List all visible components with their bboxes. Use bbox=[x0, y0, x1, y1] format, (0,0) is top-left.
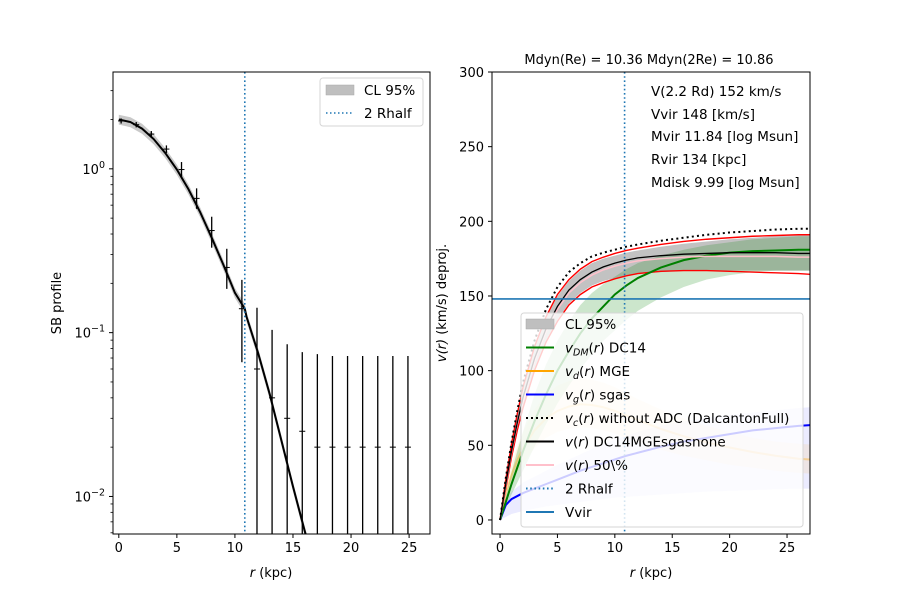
annotation-mdisk: Mdisk 9.99 [log Msun] bbox=[651, 175, 800, 191]
legend-label: vc(r) without ADC (DalcantonFull) bbox=[565, 411, 789, 429]
rc-legend-entry: Vvir bbox=[526, 505, 592, 521]
rc-y-tick-label: 250 bbox=[459, 141, 484, 156]
rc-x-ticks: 0 5 10 15 20 25 bbox=[496, 534, 795, 556]
sb-profile-panel: 0 5 10 15 20 25 100 10−1 10−2 r (kpc) SB profil… bbox=[50, 71, 431, 581]
rc-x-axis-label: r (kpc) bbox=[630, 566, 673, 581]
legend-band-swatch bbox=[525, 318, 555, 330]
sb-data-point bbox=[284, 344, 291, 534]
sb-data-point bbox=[178, 162, 185, 178]
rc-legend-entry: 2 Rhalf bbox=[526, 482, 614, 498]
rc-y-tick-label: 50 bbox=[467, 439, 484, 454]
sb-legend-label-cl: CL 95% bbox=[364, 83, 415, 99]
rc-legend-entry: CL 95% bbox=[525, 317, 616, 333]
legend-label: vDM(r) DC14 bbox=[565, 341, 646, 359]
rc-legend-entry: vg(r) sgas bbox=[526, 388, 630, 406]
sb-data-point bbox=[208, 216, 215, 248]
sb-data-point bbox=[238, 279, 245, 363]
rc-x-tick-label: 10 bbox=[607, 541, 624, 556]
sb-data-point bbox=[299, 352, 306, 534]
rc-y-tick-label: 200 bbox=[459, 215, 484, 230]
sb-data-point bbox=[374, 356, 381, 534]
legend-label: vg(r) sgas bbox=[565, 388, 630, 406]
rc-y-tick-label: 300 bbox=[459, 66, 484, 81]
sb-data-point bbox=[163, 145, 170, 153]
rotation-curve-panel: Mdyn(Re) = 10.36 Mdyn(2Re) = 10.86 V(2.2… bbox=[435, 53, 811, 581]
legend-label: vd(r) MGE bbox=[565, 364, 630, 382]
sb-x-tick-label: 0 bbox=[115, 541, 123, 556]
sb-plot-area bbox=[118, 72, 411, 534]
sb-x-tick-label: 10 bbox=[227, 541, 244, 556]
rc-title: Mdyn(Re) = 10.36 Mdyn(2Re) = 10.86 bbox=[524, 53, 773, 68]
legend-label: CL 95% bbox=[565, 317, 616, 333]
rc-x-tick-label: 25 bbox=[779, 541, 796, 556]
rc-legend-entry: vd(r) MGE bbox=[526, 364, 630, 382]
sb-x-tick-label: 5 bbox=[173, 541, 181, 556]
rc-x-tick-label: 5 bbox=[553, 541, 561, 556]
sb-data-point bbox=[344, 356, 351, 534]
annotation-rvir: Rvir 134 [kpc] bbox=[651, 152, 746, 168]
sb-y-tick-label: 100 bbox=[82, 160, 105, 178]
legend-label: v(r) 50\% bbox=[565, 458, 628, 474]
rc-legend: CL 95% vDM(r) DC14 vd(r) MGE vg(r) sgas vc(r… bbox=[520, 312, 804, 528]
rc-legend-entry: v(r) 50\% bbox=[526, 458, 628, 474]
rc-y-tick-label: 150 bbox=[459, 290, 484, 305]
rc-legend-entry: vDM(r) DC14 bbox=[526, 341, 646, 359]
rc-y-ticks: 0 50 100 150 200 250 300 bbox=[459, 66, 492, 529]
sb-x-tick-label: 20 bbox=[343, 541, 360, 556]
rc-legend-box bbox=[520, 312, 804, 528]
sb-x-tick-label: 15 bbox=[285, 541, 302, 556]
rc-x-tick-label: 0 bbox=[496, 541, 504, 556]
sb-x-tick-label: 25 bbox=[401, 541, 418, 556]
sb-y-tick-label: 10−1 bbox=[74, 324, 105, 342]
rc-x-tick-label: 15 bbox=[664, 541, 681, 556]
sb-data-point bbox=[269, 329, 276, 534]
sb-data-point bbox=[359, 356, 366, 534]
annotation-mvir: Mvir 11.84 [log Msun] bbox=[651, 129, 798, 145]
rc-x-tick-label: 20 bbox=[721, 541, 738, 556]
rc-y-tick-label: 100 bbox=[459, 365, 484, 380]
legend-label: v(r) DC14MGEsgasnone bbox=[565, 435, 726, 451]
sb-data-point bbox=[329, 356, 336, 534]
sb-data-point bbox=[389, 356, 396, 534]
sb-model-cl-band bbox=[118, 114, 307, 534]
annotation-v22rd: V(2.2 Rd) 152 km/s bbox=[651, 84, 781, 100]
sb-x-ticks: 0 5 10 15 20 25 bbox=[115, 534, 418, 556]
rc-legend-entry: v(r) DC14MGEsgasnone bbox=[526, 435, 726, 451]
rc-annotations: V(2.2 Rd) 152 km/s Vvir 148 [km/s] Mvir … bbox=[651, 84, 800, 191]
rc-legend-entry: vc(r) without ADC (DalcantonFull) bbox=[526, 411, 789, 429]
legend-label: Vvir bbox=[565, 505, 592, 521]
sb-model-line bbox=[118, 118, 307, 534]
sb-legend-band-swatch bbox=[325, 84, 355, 96]
rc-y-tick-label: 0 bbox=[476, 514, 484, 529]
total-velocity-cl-band bbox=[500, 235, 810, 520]
annotation-vvir: Vvir 148 [km/s] bbox=[651, 107, 755, 123]
sb-y-axis-label: SB profile bbox=[50, 272, 65, 334]
sb-data-point bbox=[253, 307, 260, 534]
sb-data-point bbox=[314, 354, 321, 534]
sb-x-axis-label: r (kpc) bbox=[250, 566, 293, 581]
rc-axes-frame bbox=[491, 71, 811, 535]
rc-y-axis-label: v(r) (km/s) deproj. bbox=[435, 244, 450, 362]
legend-label: 2 Rhalf bbox=[565, 482, 614, 498]
sb-legend: CL 95% 2 Rhalf bbox=[319, 77, 424, 127]
sb-data-point bbox=[404, 356, 411, 534]
sb-y-tick-label: 10−2 bbox=[74, 487, 105, 505]
sb-axes-frame bbox=[112, 71, 431, 535]
sb-y-ticks: 100 10−1 10−2 bbox=[74, 90, 113, 534]
sb-legend-label-rhalf: 2 Rhalf bbox=[364, 106, 413, 122]
